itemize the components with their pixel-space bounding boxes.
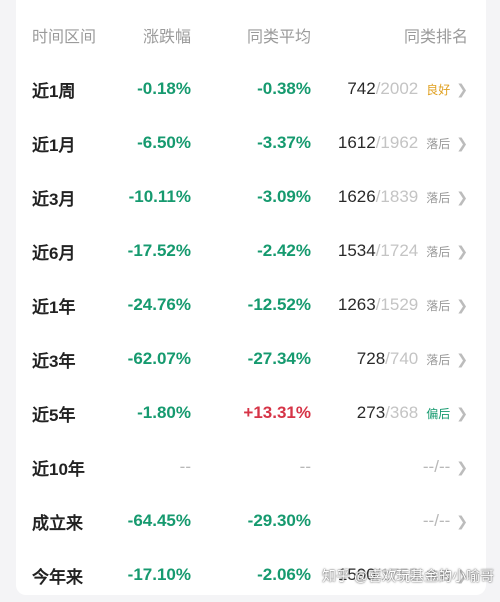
rank-total: /1724 (375, 241, 419, 260)
rank-position: 1263 (337, 295, 376, 314)
rank-total: /2002 (375, 79, 419, 98)
rank-total: /-- (434, 457, 451, 476)
peer-rank: 1590/1755 落后 ❯ (338, 565, 468, 585)
rank-position: -- (422, 457, 435, 476)
rank-total: /-- (434, 511, 451, 530)
rank-badge: 良好 (426, 82, 451, 97)
change-value: -64.45% (127, 511, 191, 530)
peer-rank: --/-- ❯ (423, 457, 468, 477)
change-value: -- (179, 457, 191, 476)
rank-total: /1529 (375, 295, 419, 314)
period-label: 今年来 (32, 567, 83, 587)
chevron-right-icon[interactable]: ❯ (456, 242, 468, 259)
change-value: -1.80% (137, 403, 191, 422)
peer-avg-value: -2.06% (257, 565, 311, 584)
peer-rank: 1534/1724 落后 ❯ (338, 241, 468, 261)
rank-badge: 落后 (426, 298, 451, 313)
peer-avg-value: -3.09% (257, 187, 311, 206)
period-label: 近1月 (32, 135, 76, 155)
change-value: -24.76% (127, 295, 191, 314)
peer-rank: 1626/1839 落后 ❯ (338, 187, 468, 207)
peer-avg-value: -29.30% (247, 511, 311, 530)
table-row[interactable]: 近10年 -- -- --/-- ❯ (16, 440, 486, 494)
peer-avg-value: -2.42% (257, 241, 311, 260)
peer-rank: 1612/1962 落后 ❯ (338, 133, 468, 153)
period-label: 近5年 (32, 405, 76, 425)
rank-position: 742 (347, 79, 376, 98)
rank-badge: 落后 (426, 244, 451, 259)
change-value: -17.10% (127, 565, 191, 584)
period-label: 成立来 (32, 513, 83, 533)
period-label: 近3月 (32, 189, 76, 209)
peer-avg-value: +13.31% (243, 403, 311, 422)
period-label: 近1周 (32, 81, 76, 101)
chevron-right-icon[interactable]: ❯ (456, 80, 468, 97)
change-value: -10.11% (128, 187, 191, 206)
rank-position: 1626 (337, 187, 376, 206)
chevron-right-icon[interactable]: ❯ (456, 404, 468, 421)
rank-position: 1612 (337, 133, 376, 152)
peer-rank: 1263/1529 落后 ❯ (338, 295, 468, 315)
rank-badge: 落后 (426, 136, 451, 151)
chevron-right-icon[interactable]: ❯ (456, 458, 468, 475)
table-row[interactable]: 近6月 -17.52% -2.42% 1534/1724 落后 ❯ (16, 224, 486, 278)
peer-avg-value: -12.52% (247, 295, 311, 314)
rank-badge: 落后 (426, 568, 451, 583)
rank-position: 728 (356, 349, 386, 368)
table-row[interactable]: 近5年 -1.80% +13.31% 273/368 偏后 ❯ (16, 386, 486, 440)
peer-rank: 742/2002 良好 ❯ (347, 79, 468, 99)
period-label: 近10年 (32, 459, 85, 479)
rank-position: 1534 (337, 241, 376, 260)
rank-position: -- (422, 511, 435, 530)
peer-avg-value: -3.37% (257, 133, 311, 152)
chevron-right-icon[interactable]: ❯ (456, 512, 468, 529)
rank-badge: 偏后 (426, 406, 451, 421)
chevron-right-icon[interactable]: ❯ (456, 188, 468, 205)
header-peer-avg: 同类平均 (246, 29, 311, 46)
period-label: 近1年 (32, 297, 76, 317)
rank-badge: 落后 (426, 352, 451, 367)
peer-rank: --/-- ❯ (423, 511, 468, 531)
rank-badge: 落后 (426, 190, 451, 205)
rank-total: /1839 (375, 187, 419, 206)
watermark: 知乎 @喜欢玩基金的小喻哥 (322, 568, 495, 584)
change-value: -6.50% (137, 133, 191, 152)
table-row[interactable]: 近3年 -62.07% -27.34% 728/740 落后 ❯ (16, 332, 486, 386)
chevron-right-icon[interactable]: ❯ (456, 566, 468, 583)
peer-avg-value: -- (299, 457, 311, 476)
rank-total: /1962 (375, 133, 419, 152)
table-row[interactable]: 近3月 -10.11% -3.09% 1626/1839 落后 ❯ (16, 170, 486, 224)
rank-position: 273 (356, 403, 386, 422)
peer-rank: 728/740 落后 ❯ (357, 349, 468, 369)
rank-total: /368 (385, 403, 419, 422)
table-row[interactable]: 成立来 -64.45% -29.30% --/-- ❯ (16, 494, 486, 548)
chevron-right-icon[interactable]: ❯ (456, 296, 468, 313)
table-row[interactable]: 今年来 -17.10% -2.06% 1590/1755 落后 ❯ (16, 548, 486, 602)
fund-performance-card: 时间区间 涨跌幅 同类平均 同类排名 近1周 -0.18% -0.38% 742… (16, 0, 494, 595)
peer-avg-value: -27.34% (247, 349, 311, 368)
rank-total: /740 (385, 349, 419, 368)
period-label: 近3年 (32, 351, 76, 371)
chevron-right-icon[interactable]: ❯ (456, 350, 468, 367)
header-period: 时间区间 (32, 29, 97, 46)
change-value: -17.52% (127, 241, 191, 260)
header-peer-rank: 同类排名 (403, 29, 468, 46)
change-value: -62.07% (127, 349, 191, 368)
period-label: 近6月 (32, 243, 76, 263)
peer-rank: 273/368 偏后 ❯ (357, 403, 468, 423)
table-row[interactable]: 近1周 -0.18% -0.38% 742/2002 良好 ❯ (16, 62, 486, 116)
rank-position: 1590 (337, 565, 376, 584)
table-row[interactable]: 近1月 -6.50% -3.37% 1612/1962 落后 ❯ (16, 116, 486, 170)
chevron-right-icon[interactable]: ❯ (456, 134, 468, 151)
header-change: 涨跌幅 (142, 29, 191, 46)
table-row[interactable]: 近1年 -24.76% -12.52% 1263/1529 落后 ❯ (16, 278, 486, 332)
change-value: -0.18% (137, 79, 191, 98)
table-header: 时间区间 涨跌幅 同类平均 同类排名 (16, 8, 486, 62)
rank-total: /1755 (375, 565, 419, 584)
peer-avg-value: -0.38% (257, 79, 311, 98)
